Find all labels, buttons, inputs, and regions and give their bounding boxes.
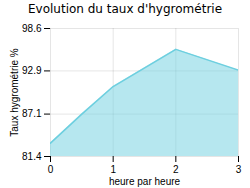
html-text:Evolution du taux d'hygrométri: Evolution du taux d'hygrométrie (28, 2, 222, 16)
svg-text:0: 0 (48, 164, 54, 175)
svg-text:98.6: 98.6 (22, 23, 42, 34)
svg-text:2: 2 (173, 164, 179, 175)
svg-text:heure par heure: heure par heure (109, 176, 181, 187)
svg-text:1: 1 (110, 164, 116, 175)
svg-text:92.9: 92.9 (22, 65, 42, 76)
svg-text:3: 3 (236, 164, 242, 175)
svg-text:87.1: 87.1 (22, 108, 42, 119)
svg-text:81.4: 81.4 (22, 151, 42, 162)
svg-text:Taux hygrométrie %: Taux hygrométrie % (9, 48, 20, 136)
